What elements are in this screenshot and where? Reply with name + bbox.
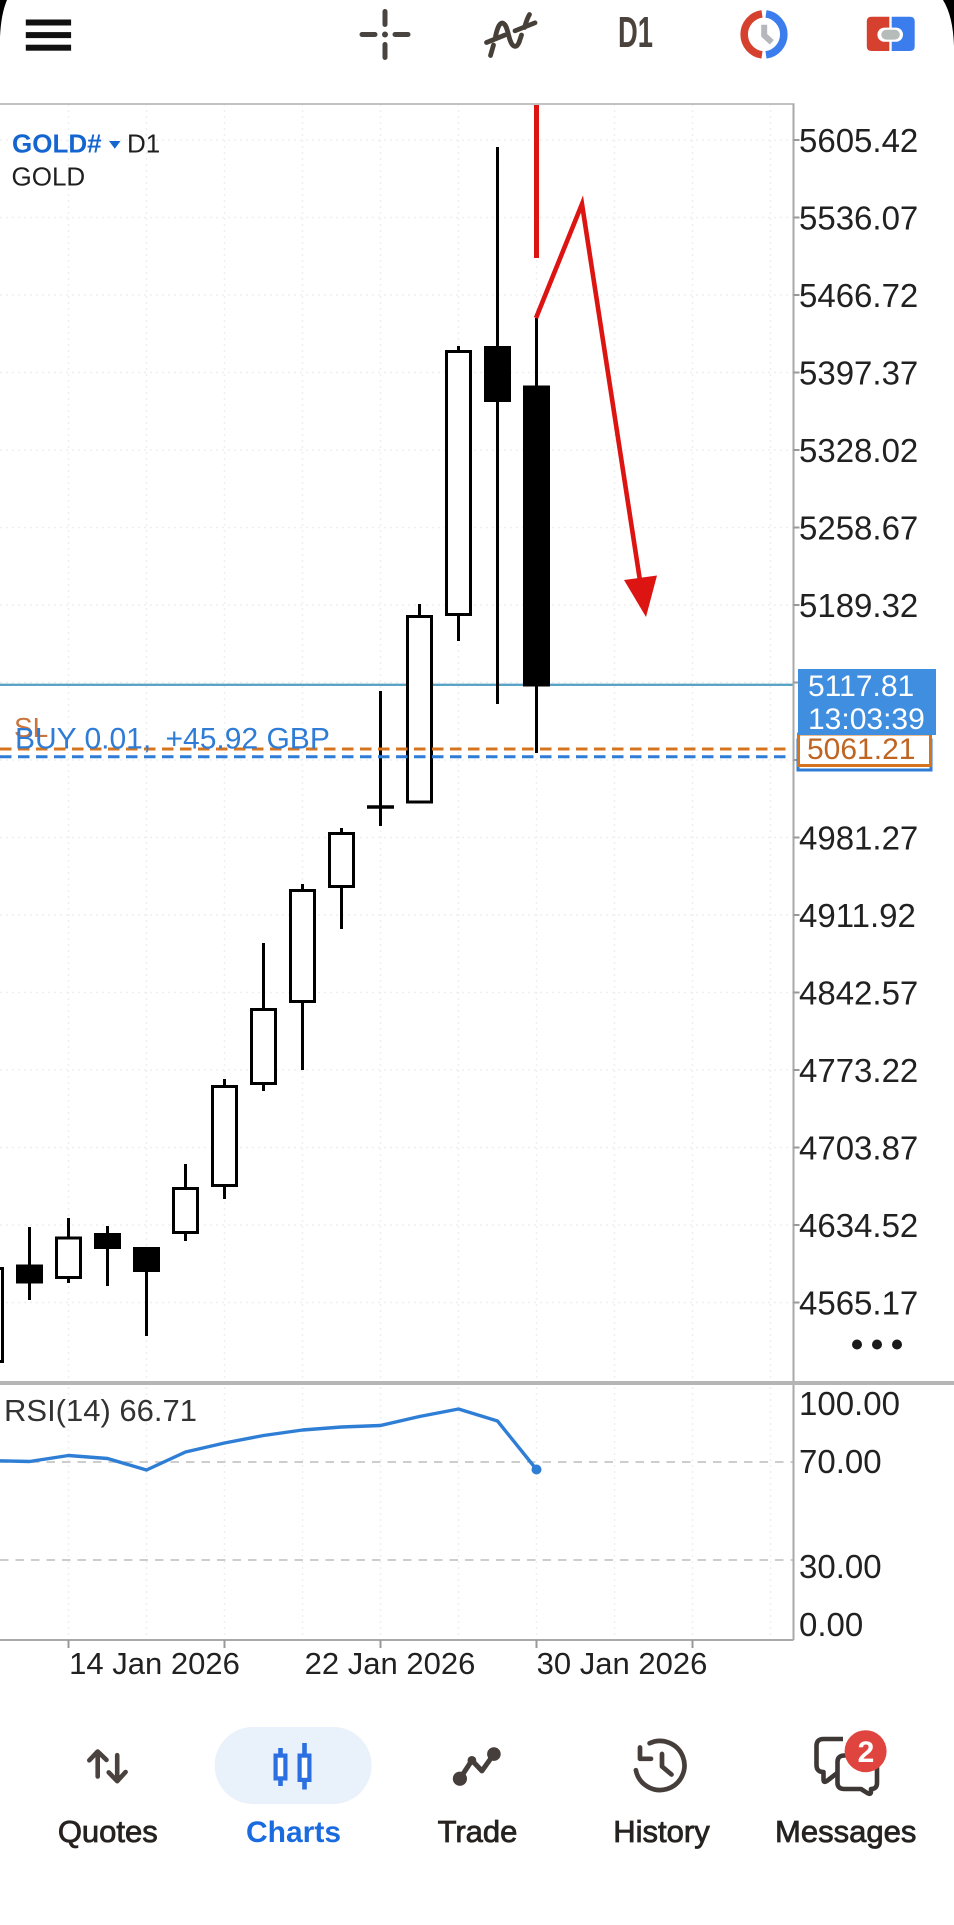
svg-text:5061.21: 5061.21 [807,733,915,766]
svg-text:D1: D1 [618,8,653,57]
svg-text:Messages: Messages [775,1814,916,1849]
svg-text:100.00: 100.00 [799,1385,900,1422]
svg-text:4703.87: 4703.87 [799,1129,918,1166]
svg-text:History: History [613,1814,710,1849]
svg-text:70.00: 70.00 [799,1443,882,1480]
svg-text:D1: D1 [127,129,160,159]
svg-text:SL: SL [14,712,48,743]
svg-text:14 Jan 2026: 14 Jan 2026 [69,1646,240,1681]
svg-text:13:03:39: 13:03:39 [808,703,925,736]
svg-text:4842.57: 4842.57 [799,974,918,1011]
svg-text:Trade: Trade [438,1814,518,1849]
svg-text:0.00: 0.00 [799,1606,863,1643]
svg-text:22 Jan 2026: 22 Jan 2026 [305,1646,476,1681]
svg-text:5258.67: 5258.67 [799,509,918,546]
svg-text:4773.22: 4773.22 [799,1052,918,1089]
svg-text:5605.42: 5605.42 [799,122,918,159]
svg-text:Charts: Charts [246,1816,341,1849]
svg-text:4634.52: 4634.52 [799,1207,918,1244]
svg-text:4565.17: 4565.17 [799,1284,918,1321]
svg-text:5117.81: 5117.81 [808,670,914,703]
svg-text:Quotes: Quotes [58,1814,158,1849]
svg-text:BUY 0.01, +45.92 GBP: BUY 0.01, +45.92 GBP [15,723,330,756]
svg-text:5189.32: 5189.32 [799,587,918,624]
svg-text:5466.72: 5466.72 [799,277,918,314]
svg-text:GOLD: GOLD [12,162,86,192]
svg-text:30 Jan 2026: 30 Jan 2026 [537,1646,708,1681]
svg-text:2: 2 [858,1736,875,1769]
svg-text:RSI(14) 66.71: RSI(14) 66.71 [4,1393,197,1428]
svg-text:5536.07: 5536.07 [799,199,918,236]
svg-text:30.00: 30.00 [799,1548,882,1585]
svg-text:5328.02: 5328.02 [799,432,918,469]
svg-text:4911.92: 4911.92 [799,897,916,934]
svg-text:GOLD#: GOLD# [12,129,102,159]
svg-text:5397.37: 5397.37 [799,354,918,391]
svg-text:4981.27: 4981.27 [799,819,918,856]
